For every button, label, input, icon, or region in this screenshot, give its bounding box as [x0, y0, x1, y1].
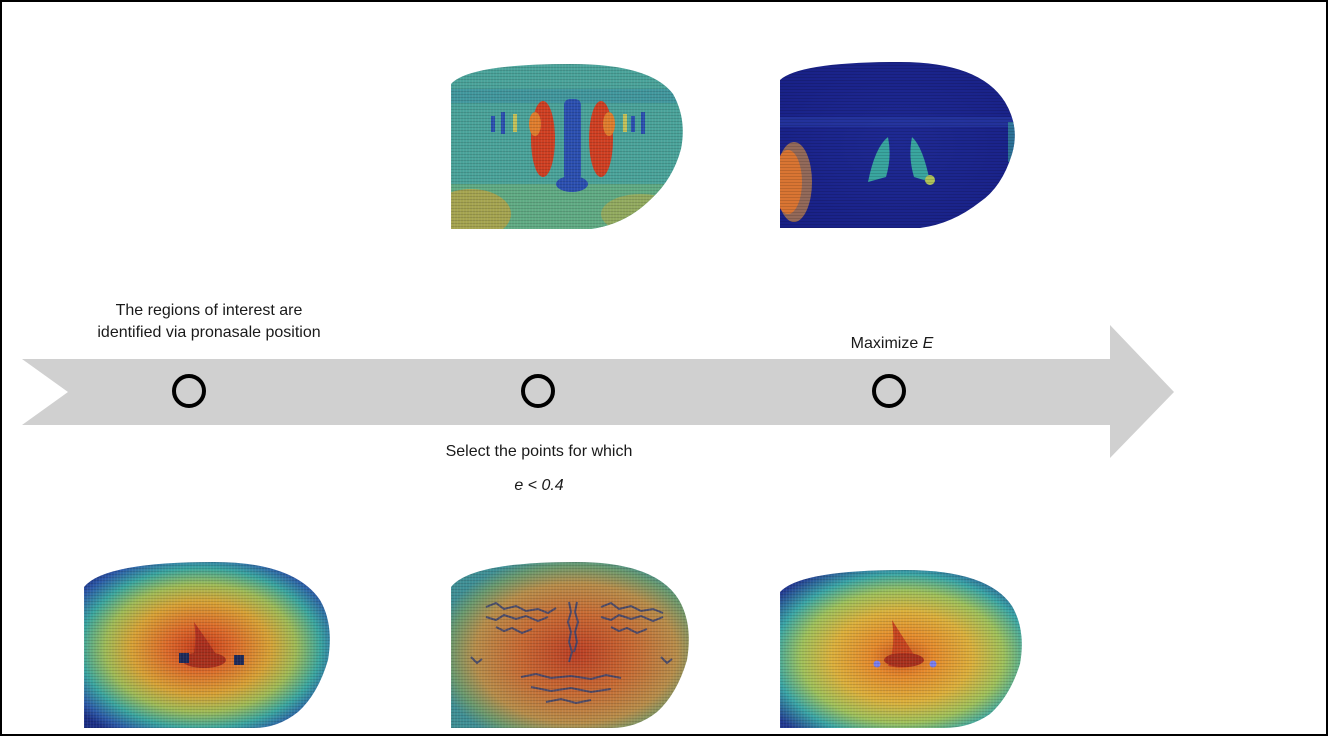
step-2-label: Select the points for which e < 0.4	[402, 435, 676, 503]
step-2-label-line2: e < 0.4	[514, 477, 564, 494]
step-1-label-line1: The regions of interest are	[115, 302, 303, 319]
top-curvature-map	[451, 64, 686, 229]
step-2-label-line1: Select the points for which	[445, 443, 633, 460]
step-1-label: The regions of interest are identified v…	[64, 300, 354, 344]
step-3-label: Maximize E	[792, 333, 992, 355]
bottom-depth-map-selected-points	[451, 562, 691, 728]
step-2-marker	[521, 374, 555, 408]
step-3-label-variable: E	[922, 335, 934, 352]
top-detection-map	[780, 62, 1018, 228]
step-1-marker	[172, 374, 206, 408]
bottom-depth-map-result	[780, 570, 1024, 728]
step-1-label-line2: identified via pronasale position	[97, 324, 321, 341]
step-3-marker	[872, 374, 906, 408]
bottom-depth-map-roi	[84, 562, 332, 728]
step-3-label-prefix: Maximize	[850, 335, 923, 352]
